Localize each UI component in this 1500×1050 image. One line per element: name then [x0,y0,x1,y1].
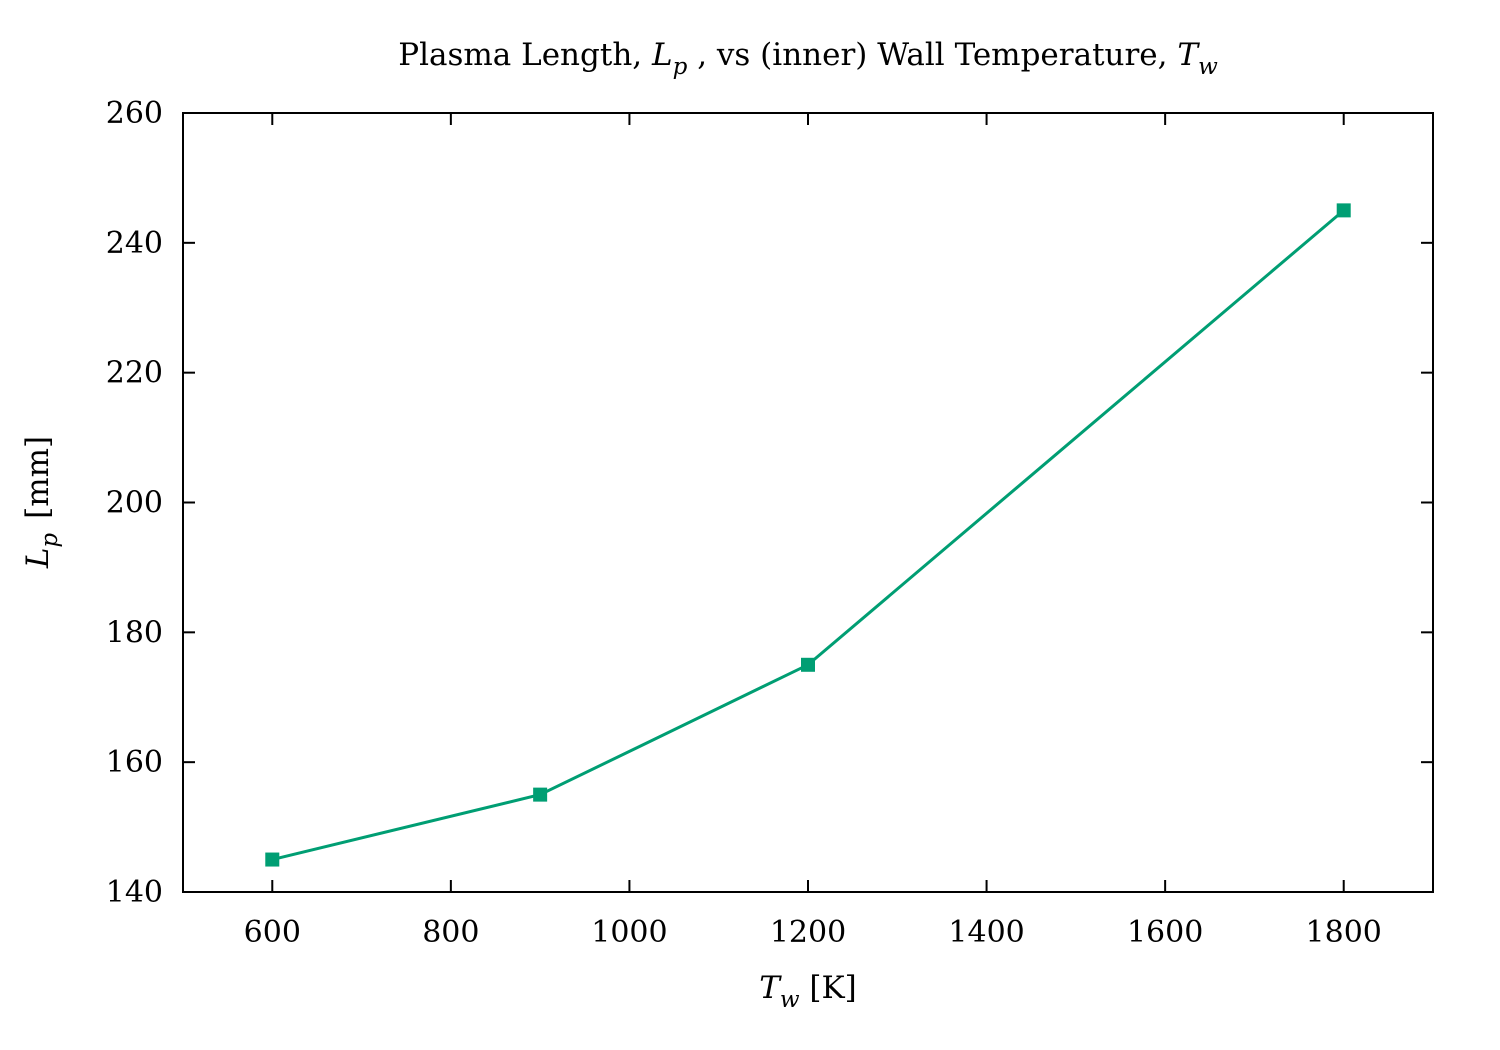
y-axis-title: Lp [mm] [20,436,63,569]
y-axis-unit: [mm] [20,436,56,519]
title-subscript-p: p [673,54,688,80]
x-axis-symbol: T [759,970,782,1006]
title-symbol-l: L [651,37,673,73]
series-layer [265,203,1351,867]
data-point-marker [1336,203,1351,218]
x-axis-subscript: w [780,987,800,1013]
x-tick-label: 600 [244,915,301,950]
series-line [271,209,1345,861]
data-point-marker [801,657,815,672]
y-axis-ticks: 140 160 180 200 220 240 260 [106,96,1433,910]
y-tick-label: 260 [106,96,163,131]
chart-title: Plasma Length, Lp , vs (inner) Wall Temp… [398,37,1218,80]
x-tick-label: 1000 [591,915,667,950]
title-subscript-w: w [1198,54,1218,80]
y-tick-label: 240 [106,226,163,261]
y-tick-label: 180 [106,615,163,650]
x-tick-label: 1400 [948,915,1024,950]
x-tick-label: 1600 [1127,915,1203,950]
data-point-marker [265,852,280,867]
x-axis-unit: [K] [800,970,857,1006]
y-tick-label: 140 [106,875,163,910]
x-tick-label: 800 [422,915,479,950]
x-tick-label: 1800 [1306,915,1382,950]
y-tick-label: 220 [106,356,163,391]
x-axis-title: Tw [K] [759,970,857,1013]
x-tick-label: 1200 [770,915,846,950]
y-tick-label: 160 [106,745,163,780]
title-part2: , vs (inner) Wall Temperature, [687,37,1177,73]
y-axis-symbol: L [20,548,56,570]
plot-frame [182,112,1434,893]
y-tick-label: 200 [106,486,163,521]
data-point-marker [533,787,548,802]
x-axis-ticks: 600 800 1000 1200 1400 1600 1800 [244,113,1382,950]
title-part1: Plasma Length, [398,37,652,73]
title-symbol-t: T [1177,37,1200,73]
y-axis-subscript: p [37,533,63,548]
